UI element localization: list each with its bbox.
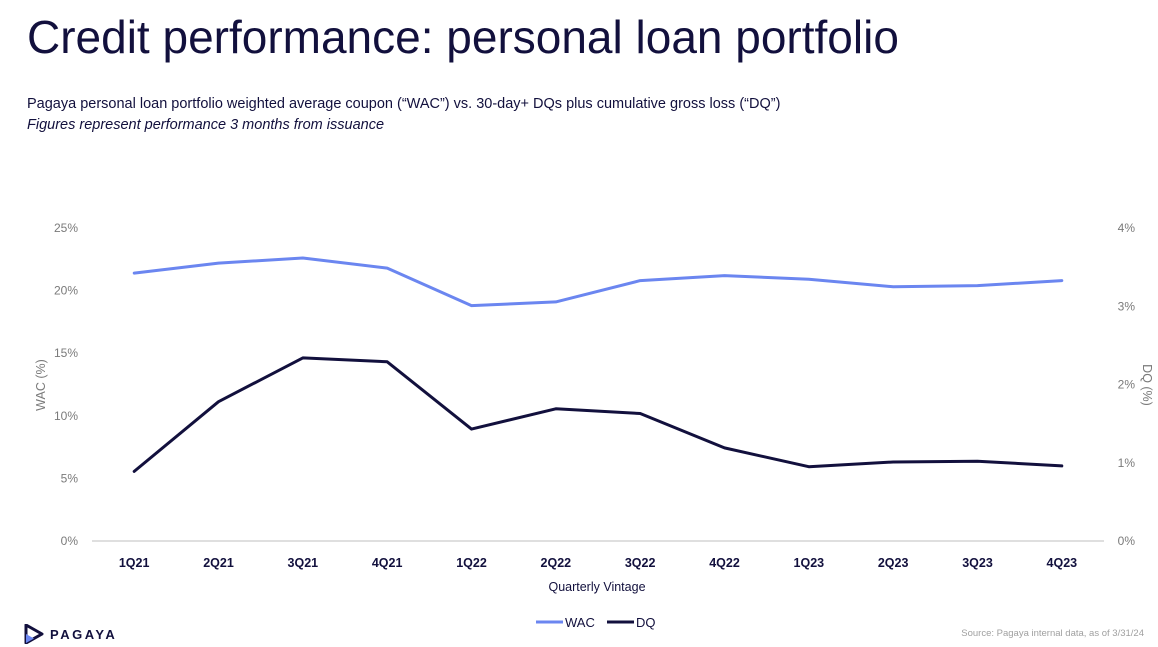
chart-axes: 0% 5% 10% 15% 20% 25% 0% 1% 2% 3% 4% 1Q21 2Q21 3Q21 4Q… <box>54 221 1135 570</box>
page-note: Figures represent performance 3 months f… <box>27 117 385 133</box>
y2-tick-label: 4% <box>1118 221 1136 235</box>
page-subtitle: Pagaya personal loan portfolio weighted … <box>27 96 781 112</box>
source-note: Source: Pagaya internal data, as of 3/31… <box>961 628 1144 639</box>
x-tick-label: 1Q22 <box>456 556 487 570</box>
x-tick-label: 1Q21 <box>119 556 150 570</box>
x-tick-label: 1Q23 <box>794 556 825 570</box>
chart-legend: WAC DQ <box>536 615 656 630</box>
x-tick-label: 3Q23 <box>962 556 993 570</box>
y2-axis-title: DQ (%) <box>1140 364 1154 406</box>
x-tick-label: 4Q22 <box>709 556 740 570</box>
x-axis-title: Quarterly Vintage <box>548 580 645 594</box>
y-tick-label: 0% <box>61 534 79 548</box>
chart-lines <box>132 256 1064 473</box>
legend-label-dq: DQ <box>636 615 656 630</box>
x-tick-label: 3Q21 <box>288 556 319 570</box>
x-tick-label: 3Q22 <box>625 556 656 570</box>
page-title: Credit performance: personal loan portfo… <box>27 11 899 63</box>
x-tick-label: 2Q23 <box>878 556 909 570</box>
series-line-wac <box>132 256 1064 308</box>
pagaya-logo-icon <box>24 624 44 644</box>
legend-label-wac: WAC <box>565 615 595 630</box>
y-tick-label: 15% <box>54 346 78 360</box>
y-tick-label: 25% <box>54 221 78 235</box>
y2-tick-label: 0% <box>1118 534 1136 548</box>
x-tick-label: 4Q23 <box>1047 556 1078 570</box>
x-tick-label: 2Q22 <box>541 556 572 570</box>
x-tick-label: 2Q21 <box>203 556 234 570</box>
pagaya-logo: PAGAYA <box>24 624 117 644</box>
y2-tick-label: 3% <box>1118 299 1136 313</box>
x-tick-label: 4Q21 <box>372 556 403 570</box>
y2-tick-label: 1% <box>1118 456 1136 470</box>
series-line-dq <box>132 356 1064 473</box>
logo-text: PAGAYA <box>50 626 118 642</box>
y-tick-label: 10% <box>54 409 78 423</box>
y-axis-title: WAC (%) <box>34 359 48 411</box>
y-tick-label: 20% <box>54 284 78 298</box>
y-tick-label: 5% <box>61 471 79 485</box>
y2-tick-label: 2% <box>1118 378 1136 392</box>
